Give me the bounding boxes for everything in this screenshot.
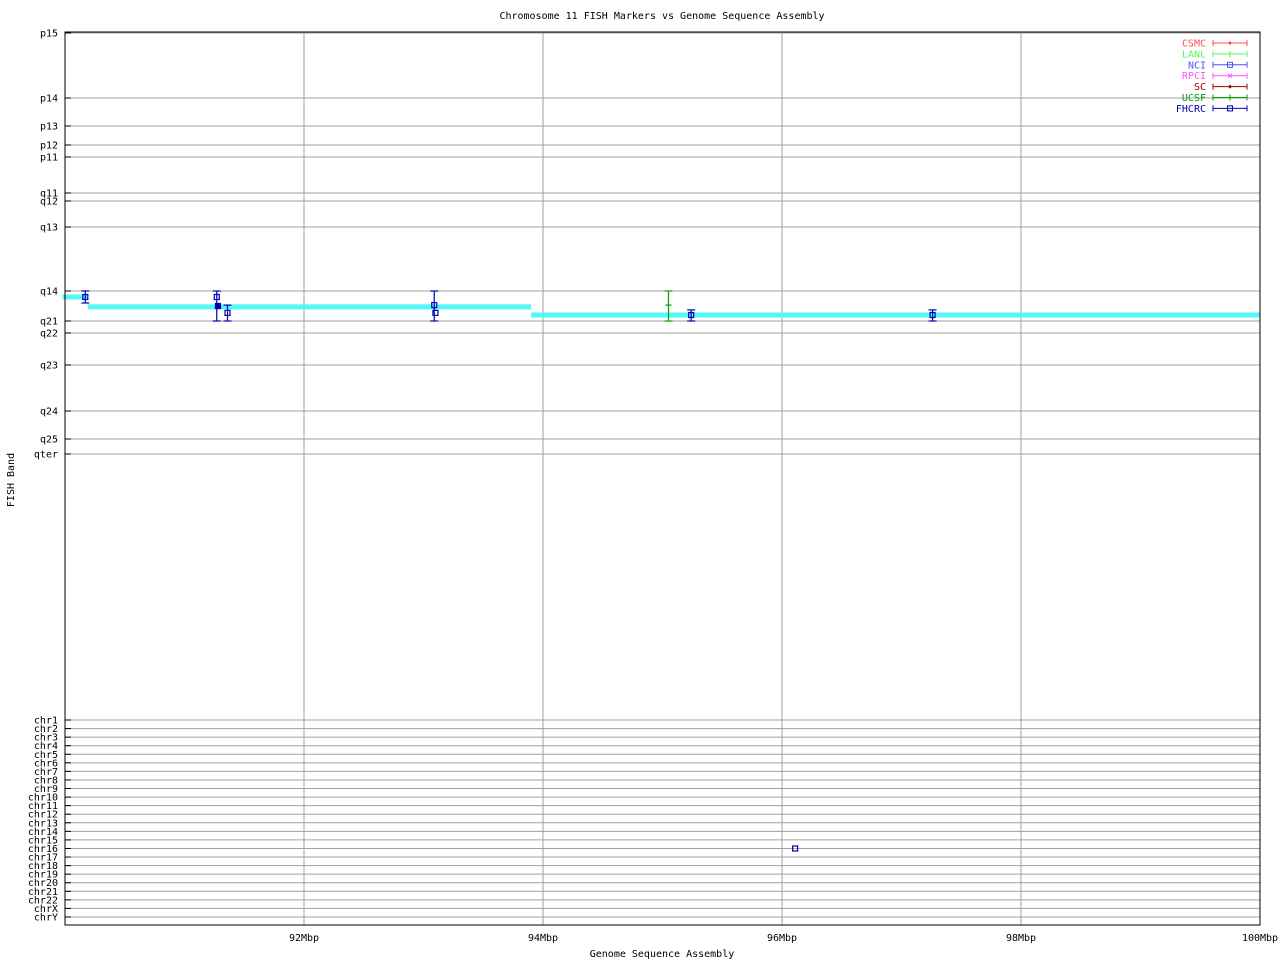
data-series — [62, 290, 1260, 852]
y-tick-label: q13 — [40, 223, 58, 234]
y-tick-label: chr4 — [34, 741, 58, 752]
y-tick-label: chr19 — [28, 870, 58, 881]
y-tick-label: chr6 — [34, 758, 58, 769]
x-axis-label: Genome Sequence Assembly — [590, 949, 735, 960]
data-point — [224, 309, 231, 316]
x-tick-label: 92Mbp — [289, 933, 319, 944]
legend-label: UCSF — [1182, 93, 1206, 104]
legend-label: NCI — [1188, 60, 1206, 71]
y-tick-label: chr9 — [34, 784, 58, 795]
axis-ticks: 92Mbp 94Mbp 96Mbp 98Mbp 100Mbp p15 p14 p13 p12p1… — [28, 29, 1278, 945]
y-tick-label: q12 — [40, 197, 58, 208]
y-tick-label: chr22 — [28, 895, 58, 906]
y-tick-label: p13 — [40, 122, 58, 133]
legend-label: FHCRC — [1176, 104, 1206, 115]
legend-label: RPCI — [1182, 71, 1206, 82]
y-tick-label: p14 — [40, 94, 58, 105]
data-point — [432, 309, 439, 316]
y-tick-label: chr2 — [34, 724, 58, 735]
legend-label: CSMC — [1182, 39, 1206, 50]
y-tick-label: chr11 — [28, 801, 58, 812]
x-tick-label: 96Mbp — [767, 933, 797, 944]
data-point — [688, 311, 695, 319]
chart-title: Chromosome 11 FISH Markers vs Genome Seq… — [499, 11, 824, 22]
data-point — [214, 302, 222, 310]
y-tick-label: p15 — [40, 29, 58, 40]
y-tick-label: chr5 — [34, 750, 58, 761]
y-tick-label: p11 — [40, 153, 58, 164]
data-point — [431, 302, 438, 309]
y-tick-label: chr7 — [34, 767, 58, 778]
y-tick-label: chr12 — [28, 810, 58, 821]
x-tick-label: 94Mbp — [528, 933, 558, 944]
plot-frame — [64, 31, 1261, 926]
y-tick-label: chr21 — [28, 887, 58, 898]
y-tick-label: q11 — [40, 189, 58, 200]
y-tick-label: chr18 — [28, 861, 58, 872]
y-tick-label: chr14 — [28, 827, 58, 838]
data-point — [213, 293, 220, 301]
legend-marker-cross-icon — [1227, 73, 1233, 79]
y-tick-label: q21 — [40, 317, 58, 328]
y-tick-label: chr13 — [28, 818, 58, 829]
y-tick-label: chr8 — [34, 775, 58, 786]
y-tick-label: chr1 — [34, 716, 58, 727]
y-tick-label: q23 — [40, 361, 58, 372]
y-tick-label: qter — [34, 450, 58, 461]
y-tick-label: chr20 — [28, 878, 58, 889]
x-tick-label: 100Mbp — [1242, 933, 1278, 944]
y-tick-label: chr3 — [34, 733, 58, 744]
y-tick-label: chrY — [34, 913, 58, 924]
y-tick-label: chrX — [34, 904, 58, 915]
data-point — [82, 293, 89, 301]
legend-marker-square-icon — [1227, 105, 1233, 112]
legend-label: LANL — [1182, 49, 1206, 60]
legend-label: SC — [1194, 82, 1206, 93]
y-tick-label: p12 — [40, 141, 58, 152]
y-tick-label: q25 — [40, 435, 58, 446]
legend-marker-diamond-icon — [1228, 84, 1232, 89]
x-tick-label: 98Mbp — [1006, 933, 1036, 944]
legend-marker-square-icon — [1227, 61, 1233, 68]
y-tick-label: chr17 — [28, 853, 58, 864]
grid — [65, 32, 1261, 925]
data-point — [792, 845, 799, 852]
y-tick-label: chr16 — [28, 844, 58, 855]
y-tick-label: chr10 — [28, 793, 58, 804]
data-point — [929, 311, 936, 319]
y-axis-label: FISH Band — [6, 453, 17, 507]
y-tick-label: q14 — [40, 287, 58, 298]
y-tick-label: q22 — [40, 329, 58, 340]
legend-marker-diamond-icon — [1228, 41, 1232, 45]
y-tick-label: chr15 — [28, 835, 58, 846]
y-tick-label: q24 — [40, 407, 58, 418]
